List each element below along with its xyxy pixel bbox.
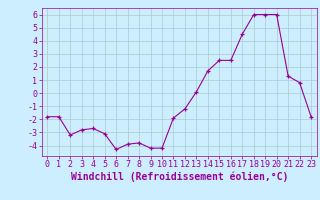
X-axis label: Windchill (Refroidissement éolien,°C): Windchill (Refroidissement éolien,°C) bbox=[70, 172, 288, 182]
